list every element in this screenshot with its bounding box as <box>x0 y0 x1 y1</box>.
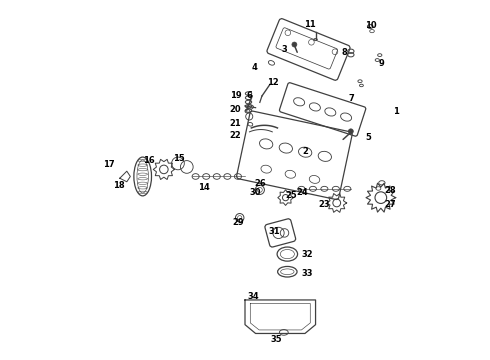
Circle shape <box>348 129 353 134</box>
Text: 10: 10 <box>365 21 377 30</box>
Text: 15: 15 <box>173 154 185 163</box>
Text: 16: 16 <box>143 156 155 165</box>
Text: 25: 25 <box>286 192 297 201</box>
Text: 5: 5 <box>365 133 371 142</box>
Text: 19: 19 <box>230 91 242 100</box>
Text: 28: 28 <box>384 186 396 195</box>
Text: 29: 29 <box>232 218 244 227</box>
Text: 23: 23 <box>318 200 330 209</box>
Text: 6: 6 <box>246 91 252 100</box>
Text: 18: 18 <box>113 181 125 190</box>
Text: 17: 17 <box>103 159 115 168</box>
Text: 32: 32 <box>301 249 313 258</box>
Text: 24: 24 <box>297 188 309 197</box>
Text: 22: 22 <box>230 131 242 140</box>
Text: 12: 12 <box>267 78 278 87</box>
Text: 34: 34 <box>247 292 259 301</box>
Text: 35: 35 <box>271 335 283 344</box>
Text: 14: 14 <box>198 183 210 192</box>
Text: 3: 3 <box>282 45 287 54</box>
Text: 31: 31 <box>269 227 280 236</box>
Text: 9: 9 <box>379 59 385 68</box>
Text: 4: 4 <box>251 63 257 72</box>
Text: 30: 30 <box>249 188 261 197</box>
Text: 20: 20 <box>230 105 242 114</box>
Text: 26: 26 <box>254 179 266 188</box>
Text: 7: 7 <box>348 94 354 103</box>
Circle shape <box>292 42 297 47</box>
Text: 33: 33 <box>301 269 313 278</box>
Text: 2: 2 <box>303 147 309 156</box>
Text: 8: 8 <box>342 49 347 58</box>
Text: 11: 11 <box>304 20 316 29</box>
Text: 1: 1 <box>393 107 399 116</box>
Text: 21: 21 <box>230 119 242 128</box>
Text: 27: 27 <box>384 200 396 209</box>
